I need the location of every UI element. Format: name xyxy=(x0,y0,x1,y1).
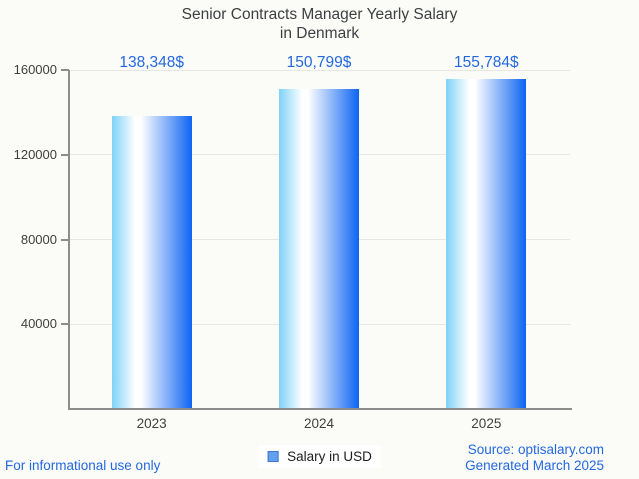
x-axis-category-label: 2025 xyxy=(471,416,502,431)
y-axis-tick xyxy=(61,153,69,156)
bar-value-label: 138,348$ xyxy=(119,54,184,71)
legend: Salary in USD xyxy=(258,445,381,468)
disclaimer-text: For informational use only xyxy=(5,458,161,473)
y-axis-line xyxy=(68,70,70,410)
footer-source-block: Source: optisalary.com Generated March 2… xyxy=(465,442,604,474)
legend-label: Salary in USD xyxy=(287,449,372,464)
chart-title-line2: in Denmark xyxy=(279,25,360,42)
y-axis-tick-label: 120000 xyxy=(13,146,57,162)
y-axis-tick xyxy=(61,69,69,71)
bar-value-label: 155,784$ xyxy=(454,54,519,71)
bar-value-label: 150,799$ xyxy=(286,54,352,71)
y-axis-tick xyxy=(61,238,69,241)
y-axis-tick-label: 160000 xyxy=(13,62,57,77)
x-axis-line xyxy=(68,408,572,410)
y-axis-tick-label: 40000 xyxy=(20,316,57,332)
generated-text: Generated March 2025 xyxy=(465,458,604,473)
chart-title: Senior Contracts Manager Yearly Salary i… xyxy=(0,5,639,43)
bar[interactable] xyxy=(279,89,359,408)
legend-marker-icon xyxy=(267,451,279,462)
x-axis-category-label: 2023 xyxy=(136,416,167,431)
gridline xyxy=(68,69,570,71)
x-axis-category-label: 2024 xyxy=(303,416,335,431)
source-link[interactable]: Source: optisalary.com xyxy=(467,442,604,457)
y-axis-tick-label: 80000 xyxy=(20,231,57,247)
bar[interactable] xyxy=(111,115,192,408)
bar[interactable] xyxy=(446,78,527,408)
y-axis-tick xyxy=(61,323,69,326)
chart-title-line1: Senior Contracts Manager Yearly Salary xyxy=(181,6,458,23)
